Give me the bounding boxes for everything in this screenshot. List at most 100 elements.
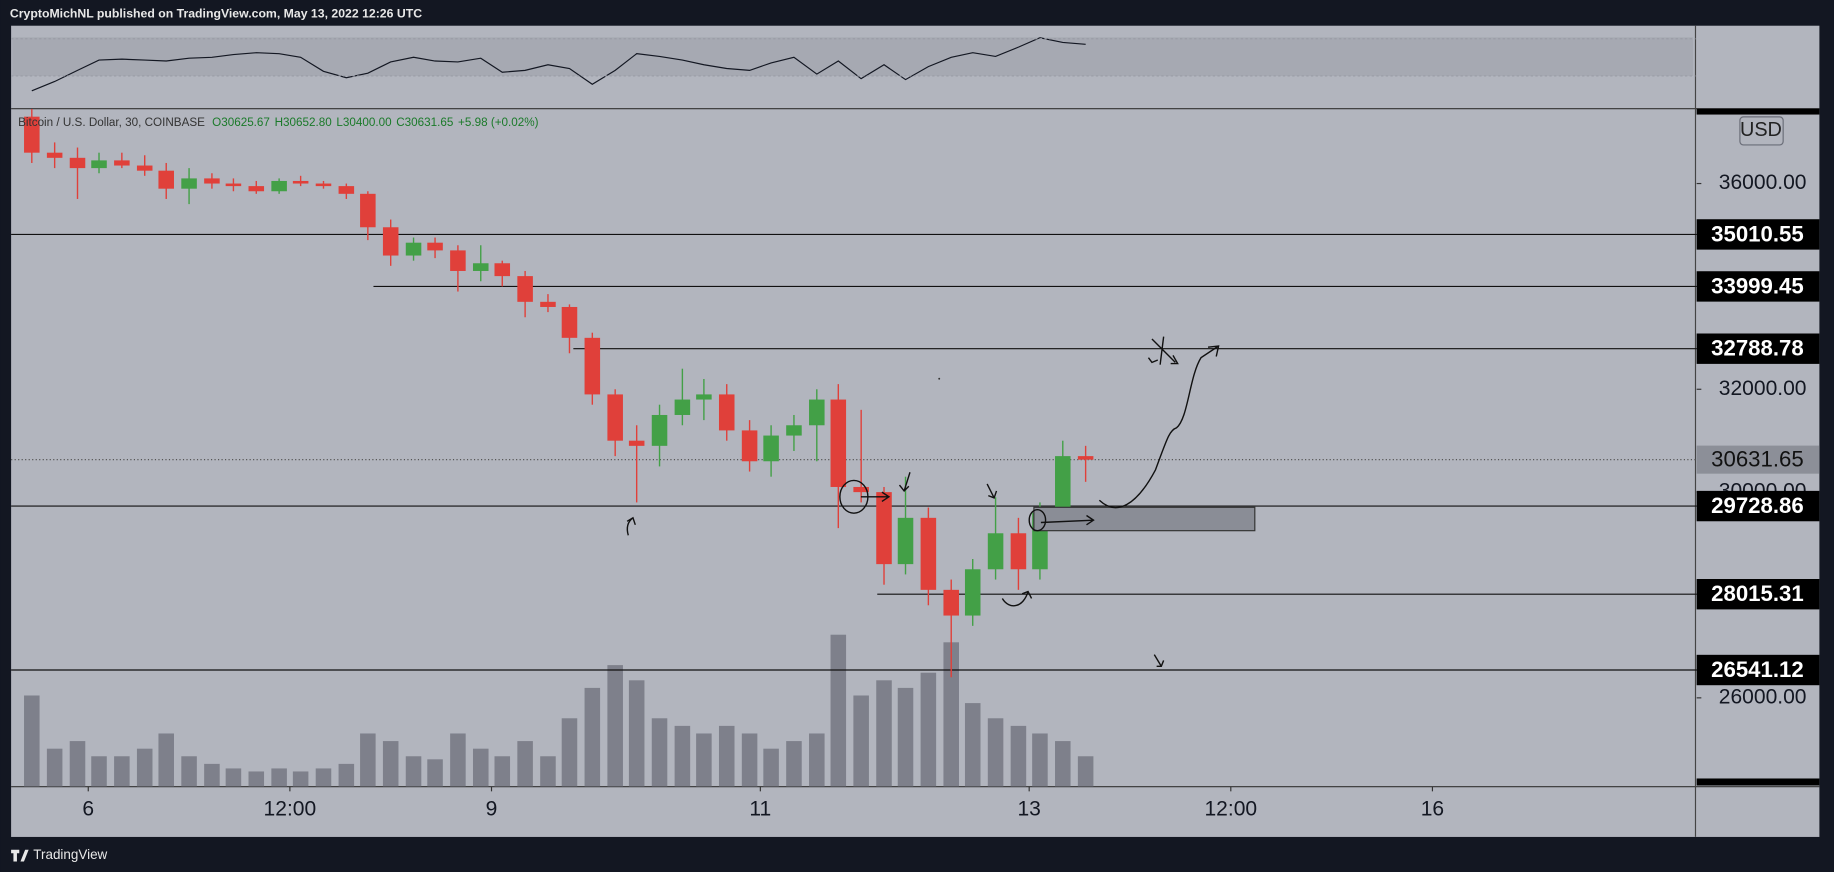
volume-bar bbox=[1010, 725, 1027, 787]
hand-drawing bbox=[626, 336, 1220, 667]
volume-bar bbox=[540, 756, 556, 787]
rsi-line bbox=[31, 37, 1086, 92]
candle-body bbox=[450, 250, 466, 271]
volume-bar bbox=[46, 748, 63, 787]
demand-zone bbox=[1033, 506, 1256, 532]
ohlc-value: O30625.67 bbox=[212, 116, 270, 129]
ohlc-value: L30400.00 bbox=[336, 116, 392, 129]
y-tick-label: 26000.00 bbox=[1719, 685, 1807, 708]
x-tick-label: 11 bbox=[749, 798, 771, 821]
volume-bar bbox=[472, 748, 489, 787]
candle-body bbox=[876, 492, 892, 565]
candle-body bbox=[763, 435, 779, 462]
candle-body bbox=[897, 517, 914, 565]
level-label: 28015.31 bbox=[1711, 581, 1804, 606]
volume-bar bbox=[943, 642, 959, 787]
level-label: 32788.78 bbox=[1711, 336, 1804, 361]
volume-bar bbox=[360, 733, 376, 787]
candle-body bbox=[494, 263, 511, 277]
volume-bar bbox=[517, 741, 533, 787]
candle-body bbox=[920, 517, 937, 590]
last-price-label: 30631.65 bbox=[1711, 447, 1804, 472]
candle-body bbox=[248, 186, 265, 192]
volume-bar bbox=[225, 768, 242, 787]
level-label-box bbox=[1696, 490, 1820, 522]
candle-body bbox=[540, 301, 556, 307]
candle-body bbox=[1055, 456, 1071, 513]
candle-body bbox=[158, 170, 174, 189]
volume-bar bbox=[964, 703, 981, 787]
ohlc-value: H30652.80 bbox=[275, 116, 333, 129]
volume-bar bbox=[338, 763, 355, 787]
level-label-box bbox=[1696, 579, 1820, 610]
volume-bar bbox=[382, 741, 399, 787]
volume-bar bbox=[607, 665, 623, 787]
ohlc-value: +5.98 (+0.02%) bbox=[458, 116, 539, 129]
volume-bar bbox=[786, 741, 802, 787]
volume-bar bbox=[628, 680, 645, 787]
volume-bar bbox=[136, 748, 153, 787]
header-text: CryptoMichNL published on TradingView.co… bbox=[10, 6, 422, 20]
candle-body bbox=[696, 394, 712, 400]
volume-bar bbox=[1077, 756, 1094, 787]
candle-body bbox=[561, 306, 578, 338]
candle-body bbox=[607, 394, 623, 441]
rsi-band bbox=[12, 37, 1694, 76]
x-tick-label: 9 bbox=[486, 798, 498, 821]
volume-bar bbox=[696, 733, 712, 787]
candle-body bbox=[382, 227, 399, 256]
candle-body bbox=[628, 440, 645, 446]
volume-bar bbox=[830, 634, 847, 787]
level-label-box bbox=[1696, 219, 1820, 250]
volume-bar bbox=[718, 725, 735, 787]
volume-bar bbox=[315, 768, 332, 787]
candle-body bbox=[674, 399, 691, 415]
volume-bar bbox=[69, 741, 86, 787]
candle-body bbox=[1077, 456, 1094, 460]
candle-body bbox=[943, 589, 959, 616]
x-tick-label: 12:00 bbox=[264, 798, 317, 821]
volume-bar bbox=[248, 771, 265, 787]
level-label: 35010.55 bbox=[1711, 221, 1804, 246]
volume-bar bbox=[853, 695, 869, 787]
volume-bar bbox=[897, 687, 914, 787]
candle-body bbox=[964, 569, 981, 616]
axis-bar bbox=[1696, 108, 1820, 115]
candle-body bbox=[204, 178, 220, 184]
volume-bar bbox=[427, 759, 443, 787]
candle-body bbox=[69, 157, 86, 169]
candle-body bbox=[292, 180, 309, 184]
volume-bar bbox=[561, 718, 578, 787]
level-label-box bbox=[1696, 654, 1820, 686]
brand: TradingView bbox=[33, 847, 107, 862]
volume-bar bbox=[204, 763, 220, 787]
candle-body bbox=[405, 242, 422, 256]
volume-bar bbox=[876, 680, 892, 787]
candle-body bbox=[136, 165, 153, 171]
y-tick-label: 36000.00 bbox=[1719, 171, 1807, 194]
chart-layer: 612:009111312:001626000.0030000.0032000.… bbox=[11, 37, 1820, 821]
candle-body bbox=[360, 193, 376, 228]
candle-body bbox=[225, 183, 242, 187]
chart-background bbox=[11, 25, 1820, 837]
volume-bar bbox=[674, 725, 691, 787]
volume-bar bbox=[809, 733, 825, 787]
candle-body bbox=[584, 337, 601, 395]
volume-bar bbox=[181, 756, 197, 787]
volume-bar bbox=[405, 756, 422, 787]
candle-body bbox=[853, 486, 869, 493]
candle-body bbox=[786, 425, 802, 436]
candle-body bbox=[987, 533, 1004, 570]
x-tick-label: 16 bbox=[1421, 798, 1444, 821]
level-label: 33999.45 bbox=[1711, 273, 1804, 298]
currency: USD bbox=[1740, 119, 1782, 141]
volume-bar bbox=[450, 733, 466, 787]
last-price-box bbox=[1696, 445, 1820, 474]
candle-body bbox=[1010, 533, 1027, 570]
volume-bar bbox=[987, 718, 1004, 787]
currency-box bbox=[1739, 116, 1784, 146]
volume-bar bbox=[91, 756, 107, 787]
level-label: 29728.86 bbox=[1711, 493, 1804, 518]
volume-bar bbox=[1032, 733, 1048, 787]
candle-body bbox=[718, 394, 735, 431]
